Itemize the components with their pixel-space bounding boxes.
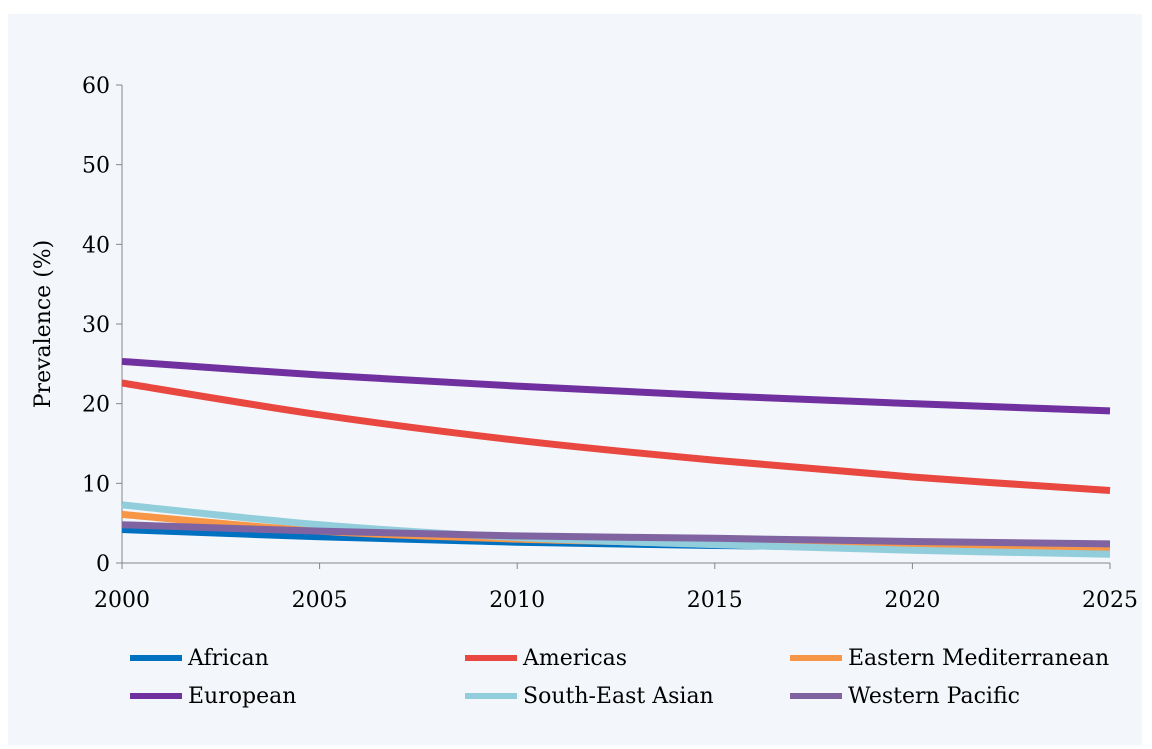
y-tick-label: 30 [82,313,110,338]
legend-label: Americas [523,645,628,671]
series-line-americas [121,379,1111,494]
legend-swatch [790,693,842,699]
legend-swatch [130,693,182,699]
x-tick-label: 2020 [884,588,940,613]
x-tick-label: 2005 [292,588,348,613]
legend-label: South-East Asian [523,683,714,709]
legend-label: European [188,683,297,709]
legend-item-south-east-asian: South-East Asian [465,678,714,714]
y-tick-label: 50 [82,154,110,179]
y-tick-label: 10 [82,472,110,497]
legend-label: African [188,645,269,671]
chart-area [8,14,1142,745]
series-line-western-pacific [121,521,1111,548]
y-tick-label: 60 [82,74,110,99]
legend-swatch [465,693,517,699]
x-tick-label: 2025 [1082,588,1138,613]
legend-swatch [130,655,182,661]
legend-swatch [465,655,517,661]
legend-item-african: African [130,640,269,676]
legend-label: Eastern Mediterranean [848,645,1110,671]
legend-item-european: European [130,678,296,714]
y-tick-label: 0 [96,552,110,577]
legend-label: Western Pacific [848,683,1020,709]
y-tick-label: 20 [82,393,110,418]
series-line-european [121,357,1111,415]
legend-swatch [790,655,842,661]
series-line-south-east-asian [121,501,1111,558]
legend: African Americas Eastern Mediterranean Euro… [130,640,1110,720]
x-tick-label: 2015 [687,588,743,613]
x-tick-label: 2000 [94,588,150,613]
y-axis-title: Prevalence (%) [31,240,56,409]
x-tick-label: 2010 [489,588,545,613]
legend-item-eastern-mediterranean: Eastern Mediterranean [790,640,1109,676]
y-tick-label: 40 [82,233,110,258]
legend-item-americas: Americas [465,640,627,676]
legend-item-western-pacific: Western Pacific [790,678,1020,714]
